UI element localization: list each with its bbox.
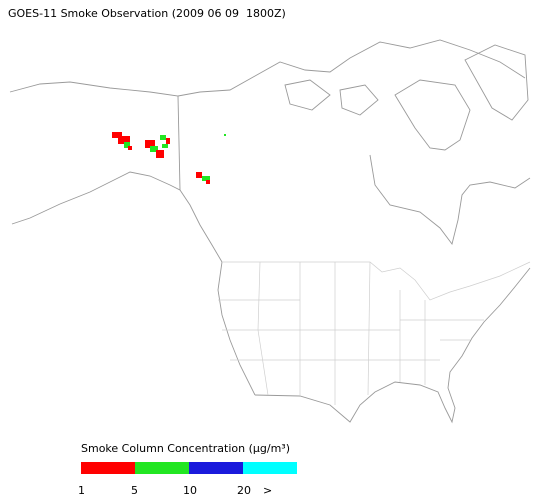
smoke-pixels	[112, 132, 226, 184]
legend-swatch	[135, 462, 189, 474]
map-title: GOES-11 Smoke Observation (2009 06 09 18…	[8, 7, 286, 20]
legend-tick-label: 5	[131, 484, 138, 497]
coastlines	[9, 39, 531, 424]
legend-swatch	[189, 462, 243, 474]
legend-swatch	[243, 462, 297, 474]
legend-swatch	[81, 462, 135, 474]
legend-tick-label: 10	[183, 484, 197, 497]
legend-tick-label: >	[263, 484, 272, 497]
legend-tick-label: 20	[237, 484, 251, 497]
state-borders	[218, 261, 531, 405]
colorbar: 1 5 10 20 >	[78, 462, 297, 497]
legend-tick-label: 1	[78, 484, 85, 497]
legend-title: Smoke Column Concentration (μg/m³)	[81, 442, 290, 455]
